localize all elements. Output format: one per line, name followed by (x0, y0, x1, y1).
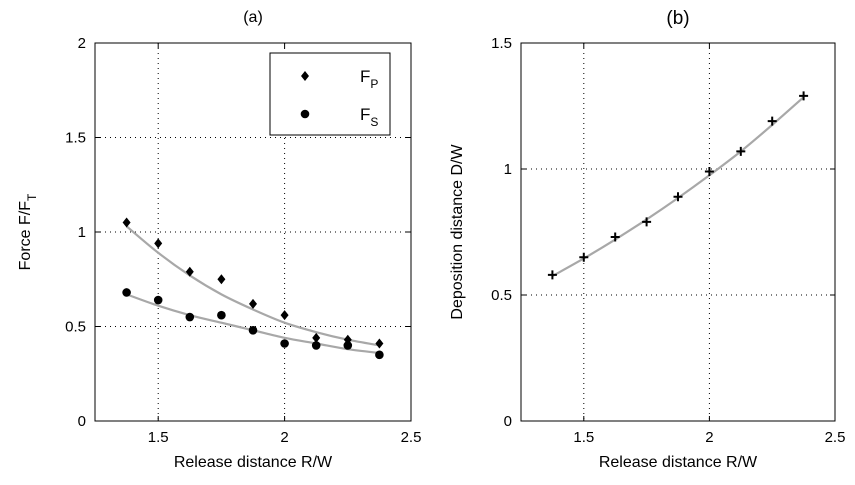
data-point-plus (610, 232, 620, 242)
data-point-plus (704, 167, 714, 177)
data-point-diamond (217, 274, 226, 285)
fit-curve-series-1 (551, 96, 805, 278)
data-point-plus (642, 217, 652, 227)
panel-b: 1.5 2 2.5 0 0.5 1 1.5 (b) Release distance R/W De… (449, 8, 845, 471)
x-tick-label: 2.5 (401, 429, 422, 446)
data-point-diamond (122, 217, 131, 228)
data-point-circle (280, 339, 289, 348)
x-tick-label: 1.5 (148, 429, 169, 446)
panel-a: 1.5 2 2.5 0 0.5 1 1.5 2 (a) Release distance R/W F… (17, 9, 421, 471)
data-point-circle (311, 341, 321, 350)
fit-curve-series-1 (125, 225, 380, 347)
y-tick-label: 1 (504, 161, 512, 178)
y-tick-label: 1 (78, 224, 86, 241)
y-tick-label: 1.5 (65, 130, 86, 147)
data-point-plus (547, 270, 557, 280)
data-point-circle (343, 341, 353, 350)
legend-entry-base: F (360, 105, 370, 124)
data-point-circle (375, 350, 384, 360)
data-point-diamond (312, 332, 321, 343)
x-axis-label: Release distance R/W (599, 454, 758, 471)
data-point-circle (122, 288, 131, 297)
y-tick-label: 0.5 (491, 287, 512, 304)
data-point-circle (217, 310, 226, 320)
y-axis-label: Force F/FT (17, 193, 39, 270)
x-tick-label: 2.5 (825, 429, 846, 446)
y-tick-label: 0 (504, 413, 512, 430)
x-tick-label: 2 (280, 429, 288, 446)
legend-marker-diamond (301, 71, 309, 81)
y-tick-label: 0 (78, 413, 86, 430)
y-axis-label: Deposition distance D/W (449, 144, 466, 320)
y-axis-label-text: Deposition distance D/W (449, 144, 466, 320)
data-point-circle (153, 295, 163, 305)
data-point-diamond (280, 310, 289, 321)
plot-area-frame (520, 42, 836, 422)
legend-entry-base: F (360, 67, 370, 86)
data-point-plus (579, 252, 589, 262)
data-point-plus (736, 146, 746, 156)
data-point-plus (767, 116, 777, 126)
data-point-plus (799, 91, 809, 101)
data-point-diamond (185, 266, 194, 277)
legend-box (269, 52, 391, 136)
data-point-diamond (375, 338, 384, 349)
legend-marker-circle (300, 109, 310, 119)
x-tick-label: 2 (705, 429, 713, 446)
data-point-diamond (154, 238, 163, 249)
x-tick-label: 1.5 (573, 429, 594, 446)
legend-entry-label: FS (360, 105, 378, 129)
legend-entry-subscript: P (370, 77, 378, 91)
panel-title: (a) (243, 9, 263, 26)
y-tick-label: 1.5 (491, 35, 512, 52)
x-axis-label: Release distance R/W (174, 454, 333, 471)
y-tick-label: 0.5 (65, 319, 86, 336)
legend-entry-subscript: S (370, 115, 378, 129)
y-tick-label: 2 (78, 35, 86, 52)
y-axis-label-text: Force F/F (17, 201, 34, 271)
panel-title: (b) (666, 8, 689, 29)
legend-entry-label: FP (360, 67, 378, 91)
data-point-circle (185, 312, 195, 322)
y-axis-label-subscript: T (25, 193, 39, 201)
data-point-plus (673, 192, 683, 202)
data-point-circle (248, 325, 258, 335)
data-point-diamond (249, 298, 257, 309)
